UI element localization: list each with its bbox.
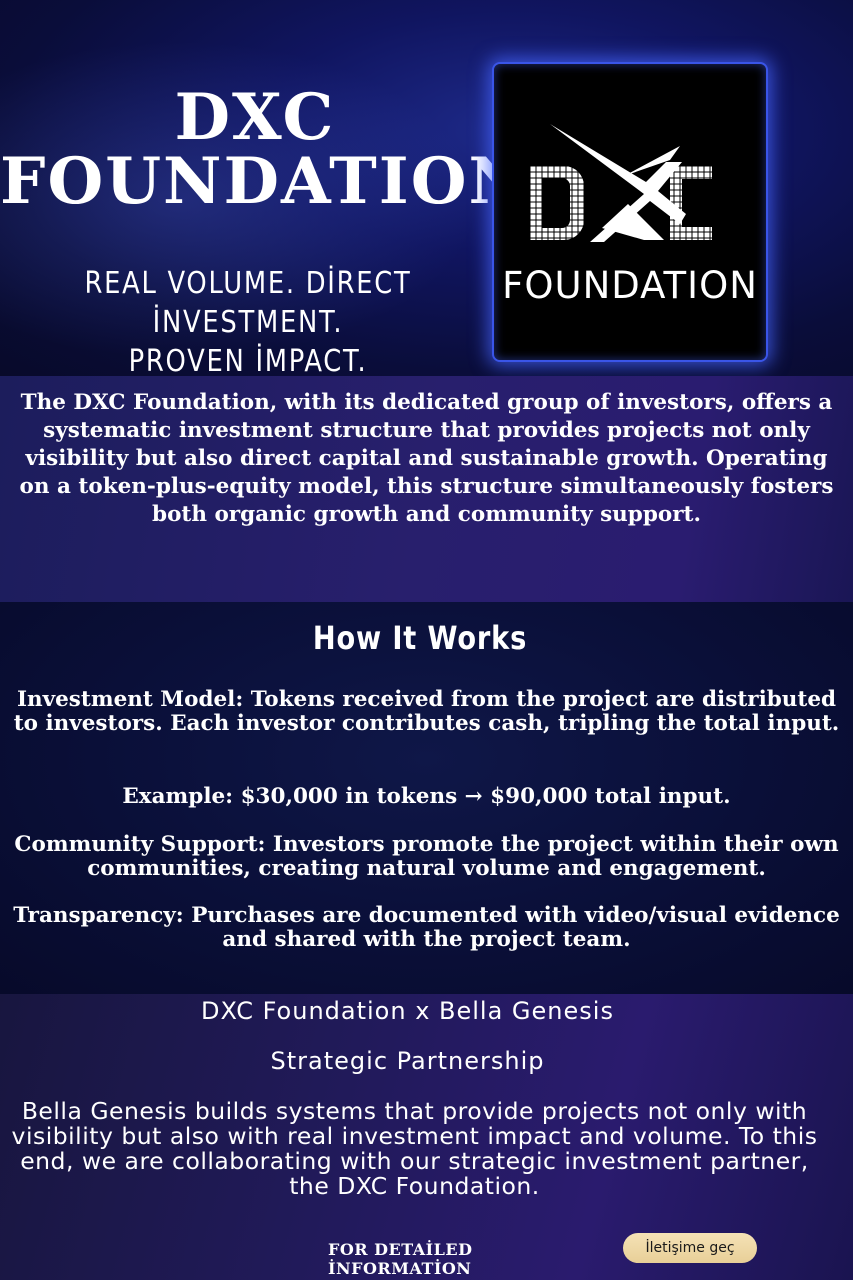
- partnership-title: DXC Foundation x Bella Genesis: [201, 997, 614, 1025]
- example-text: Example: $30,000 in tokens → $90,000 tot…: [122, 784, 731, 809]
- hero-tagline: REAL VOLUME. DİRECT İNVESTMENT. PROVEN İ…: [35, 264, 462, 376]
- tagline-line1: REAL VOLUME. DİRECT İNVESTMENT.: [84, 266, 412, 340]
- intro-section: The DXC Foundation, with its dedicated g…: [0, 376, 853, 602]
- transparency-text: Transparency: Purchases are documented w…: [13, 903, 840, 952]
- detailed-info-label: FOR DETAİLED İNFORMATİON: [328, 1240, 473, 1278]
- dxc-logo-mark-icon: [530, 124, 712, 242]
- hero-title-line1: DXC: [174, 80, 336, 155]
- hero-section: DXC FOUNDATION REAL VOLUME. DİRECT İNVES…: [0, 0, 853, 376]
- how-it-works-section: How It Works Investment Model: Tokens re…: [0, 602, 853, 994]
- hero-title-line2: FOUNDATION: [0, 144, 529, 219]
- investment-model-text: Investment Model: Tokens received from t…: [13, 687, 840, 736]
- partnership-body: Bella Genesis builds systems that provid…: [11, 1097, 818, 1200]
- intro-text: The DXC Foundation, with its dedicated g…: [19, 390, 834, 527]
- tagline-line2: PROVEN İMPACT.: [128, 344, 368, 376]
- community-support-text: Community Support: Investors promote the…: [14, 832, 839, 881]
- contact-button[interactable]: İletişime geç: [623, 1233, 757, 1263]
- dxc-logo: FOUNDATION: [492, 62, 768, 362]
- partnership-subtitle: Strategic Partnership: [270, 1047, 545, 1075]
- logo-wordmark: FOUNDATION: [502, 264, 758, 307]
- how-heading: How It Works: [312, 619, 528, 657]
- hero-title: DXC FOUNDATION: [0, 80, 529, 219]
- partnership-section: DXC Foundation x Bella Genesis Strategic…: [0, 994, 853, 1280]
